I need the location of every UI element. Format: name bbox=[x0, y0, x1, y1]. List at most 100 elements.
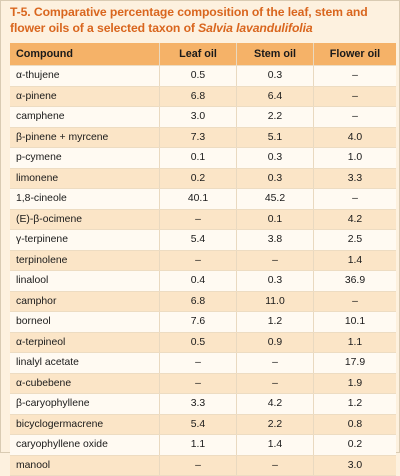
compound-cell: limonene bbox=[10, 168, 160, 189]
flower-oil-cell: 17.9 bbox=[313, 352, 396, 374]
leaf-oil-cell: 0.2 bbox=[159, 168, 237, 189]
stem-oil-cell: 45.2 bbox=[236, 188, 314, 210]
compound-cell: β-caryophyllene bbox=[10, 393, 160, 415]
header-flower-oil: Flower oil bbox=[313, 43, 396, 66]
flower-oil-cell: 4.0 bbox=[313, 127, 396, 148]
compound-cell: 1,8-cineole bbox=[10, 188, 160, 210]
flower-oil-cell: 0.8 bbox=[313, 414, 396, 435]
table-row: γ-terpinene 5.4 3.8 2.5 bbox=[10, 229, 396, 251]
stem-oil-cell: 0.3 bbox=[236, 168, 314, 189]
table-row: p-cymene 0.1 0.3 1.0 bbox=[10, 147, 396, 169]
stem-oil-cell: 0.3 bbox=[236, 270, 314, 292]
leaf-oil-cell: – bbox=[159, 455, 237, 476]
compound-cell: β-pinene + myrcene bbox=[10, 127, 160, 148]
compound-cell: α-cubebene bbox=[10, 373, 160, 394]
compound-cell: p-cymene bbox=[10, 147, 160, 169]
table-row: bicyclogermacrene 5.4 2.2 0.8 bbox=[10, 414, 396, 435]
leaf-oil-cell: 6.8 bbox=[159, 291, 237, 312]
leaf-oil-cell: – bbox=[159, 250, 237, 271]
table-row: caryophyllene oxide 1.1 1.4 0.2 bbox=[10, 434, 396, 456]
compound-cell: (E)-β-ocimene bbox=[10, 209, 160, 230]
compound-cell: γ-terpinene bbox=[10, 229, 160, 251]
leaf-oil-cell: 0.5 bbox=[159, 332, 237, 353]
caption-text: T-5. Comparative percentage composition … bbox=[10, 5, 368, 35]
leaf-oil-cell: 5.4 bbox=[159, 414, 237, 435]
flower-oil-cell: – bbox=[313, 106, 396, 128]
flower-oil-cell: 36.9 bbox=[313, 270, 396, 292]
table-row: (E)-β-ocimene –0.1 4.2 bbox=[10, 209, 396, 230]
composition-table: Compound Leaf oil Stem oil Flower oil α-… bbox=[10, 43, 396, 476]
leaf-oil-cell: 0.1 bbox=[159, 147, 237, 169]
leaf-oil-cell: 0.4 bbox=[159, 270, 237, 292]
stem-oil-cell: – bbox=[236, 352, 314, 374]
leaf-oil-cell: 40.1 bbox=[159, 188, 237, 210]
stem-oil-cell: 0.9 bbox=[236, 332, 314, 353]
table-row: β-caryophyllene 3.3 4.2 1.2 bbox=[10, 393, 396, 415]
stem-oil-cell: 6.4 bbox=[236, 86, 314, 107]
compound-cell: linalool bbox=[10, 270, 160, 292]
header-compound: Compound bbox=[10, 43, 160, 66]
stem-oil-cell: 3.8 bbox=[236, 229, 314, 251]
table-row: 1,8-cineole 40.1 45.2– bbox=[10, 188, 396, 210]
leaf-oil-cell: 1.1 bbox=[159, 434, 237, 456]
flower-oil-cell: – bbox=[313, 65, 396, 87]
table-row: terpinolene – –1.4 bbox=[10, 250, 396, 271]
stem-oil-cell: 0.1 bbox=[236, 209, 314, 230]
table-row: camphene 3.0 2.2– bbox=[10, 106, 396, 128]
compound-cell: α-terpineol bbox=[10, 332, 160, 353]
flower-oil-cell: 1.2 bbox=[313, 393, 396, 415]
table-row: limonene 0.2 0.3 3.3 bbox=[10, 168, 396, 189]
compound-cell: α-thujene bbox=[10, 65, 160, 87]
stem-oil-cell: 11.0 bbox=[236, 291, 314, 312]
flower-oil-cell: – bbox=[313, 86, 396, 107]
leaf-oil-cell: 7.3 bbox=[159, 127, 237, 148]
header-row: Compound Leaf oil Stem oil Flower oil bbox=[10, 43, 396, 66]
compound-cell: caryophyllene oxide bbox=[10, 434, 160, 456]
table-row: manool – –3.0 bbox=[10, 455, 396, 476]
stem-oil-cell: 2.2 bbox=[236, 106, 314, 128]
stem-oil-cell: 4.2 bbox=[236, 393, 314, 415]
flower-oil-cell: 3.3 bbox=[313, 168, 396, 189]
leaf-oil-cell: – bbox=[159, 209, 237, 230]
compound-cell: bicyclogermacrene bbox=[10, 414, 160, 435]
leaf-oil-cell: – bbox=[159, 373, 237, 394]
stem-oil-cell: 0.3 bbox=[236, 65, 314, 87]
leaf-oil-cell: 7.6 bbox=[159, 311, 237, 333]
stem-oil-cell: 1.2 bbox=[236, 311, 314, 333]
leaf-oil-cell: – bbox=[159, 352, 237, 374]
compound-cell: manool bbox=[10, 455, 160, 476]
table-row: β-pinene + myrcene 7.3 5.1 4.0 bbox=[10, 127, 396, 148]
flower-oil-cell: 1.1 bbox=[313, 332, 396, 353]
stem-oil-cell: 0.3 bbox=[236, 147, 314, 169]
table-row: camphor 6.8 11.0– bbox=[10, 291, 396, 312]
flower-oil-cell: 3.0 bbox=[313, 455, 396, 476]
flower-oil-cell: 10.1 bbox=[313, 311, 396, 333]
stem-oil-cell: 1.4 bbox=[236, 434, 314, 456]
flower-oil-cell: – bbox=[313, 188, 396, 210]
stem-oil-cell: – bbox=[236, 250, 314, 271]
flower-oil-cell: 1.4 bbox=[313, 250, 396, 271]
leaf-oil-cell: 6.8 bbox=[159, 86, 237, 107]
table-row: α-pinene 6.8 6.4– bbox=[10, 86, 396, 107]
compound-cell: terpinolene bbox=[10, 250, 160, 271]
leaf-oil-cell: 3.3 bbox=[159, 393, 237, 415]
table-row: linalool 0.4 0.3 36.9 bbox=[10, 270, 396, 292]
flower-oil-cell: 0.2 bbox=[313, 434, 396, 456]
flower-oil-cell: 4.2 bbox=[313, 209, 396, 230]
stem-oil-cell: – bbox=[236, 455, 314, 476]
stem-oil-cell: – bbox=[236, 373, 314, 394]
compound-cell: α-pinene bbox=[10, 86, 160, 107]
table-row: α-cubebene – –1.9 bbox=[10, 373, 396, 394]
flower-oil-cell: 1.9 bbox=[313, 373, 396, 394]
species-name: Salvia lavandulifolia bbox=[198, 20, 313, 35]
stem-oil-cell: 5.1 bbox=[236, 127, 314, 148]
compound-cell: camphor bbox=[10, 291, 160, 312]
leaf-oil-cell: 3.0 bbox=[159, 106, 237, 128]
table-row: borneol 7.6 1.2 10.1 bbox=[10, 311, 396, 333]
stem-oil-cell: 2.2 bbox=[236, 414, 314, 435]
table-caption: T-5. Comparative percentage composition … bbox=[10, 5, 394, 36]
leaf-oil-cell: 5.4 bbox=[159, 229, 237, 251]
leaf-oil-cell: 0.5 bbox=[159, 65, 237, 87]
compound-cell: borneol bbox=[10, 311, 160, 333]
